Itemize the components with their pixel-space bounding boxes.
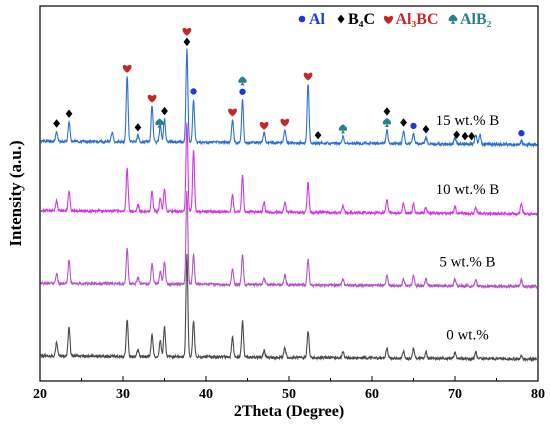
al-marker bbox=[190, 88, 197, 95]
series-line bbox=[40, 122, 538, 217]
al3bc-marker bbox=[122, 64, 132, 73]
b4c-marker bbox=[468, 131, 475, 141]
legend-label: AlB₂ bbox=[460, 11, 492, 28]
legend-label: Al₃BC bbox=[396, 11, 439, 28]
b4c-marker bbox=[383, 107, 391, 116]
alb2-marker-stem bbox=[157, 123, 162, 128]
x-tick-label: 40 bbox=[199, 387, 213, 402]
b4c-marker bbox=[422, 125, 430, 134]
alb2-marker bbox=[238, 76, 247, 83]
x-tick-label: 70 bbox=[448, 387, 462, 402]
series-group bbox=[40, 48, 538, 363]
b4c-marker bbox=[453, 130, 461, 139]
x-tick-label: 60 bbox=[365, 387, 379, 402]
b4c-marker bbox=[134, 123, 142, 132]
series-label: 0 wt.% bbox=[446, 327, 489, 343]
series-labels: 0 wt.% 5 wt.% B 10 wt.% B 15 wt.% B bbox=[436, 113, 500, 343]
alb2-marker-stem bbox=[240, 81, 245, 86]
series-label: 10 wt.% B bbox=[436, 182, 500, 198]
legend-label: B₄C bbox=[348, 11, 375, 28]
alb2-marker bbox=[382, 117, 392, 125]
x-tick-label: 30 bbox=[116, 387, 130, 402]
al-marker bbox=[518, 130, 525, 137]
al3bc-marker bbox=[182, 27, 192, 36]
b4c-marker bbox=[183, 37, 191, 47]
al3bc-marker bbox=[228, 108, 237, 117]
al-marker bbox=[298, 15, 306, 23]
legend: Al B₄C Al₃BC AlB₂ bbox=[298, 11, 492, 28]
x-axis-label: 2Theta (Degree) bbox=[234, 403, 344, 420]
b4c-marker bbox=[461, 131, 469, 141]
al3bc-marker bbox=[303, 72, 313, 81]
series-label: 5 wt.% B bbox=[439, 255, 495, 271]
alb2-marker-stem bbox=[384, 123, 389, 128]
alb2-marker-stem bbox=[340, 129, 345, 134]
series-line bbox=[40, 48, 538, 148]
alb2-marker bbox=[338, 124, 348, 131]
x-axis-ticks: 20 30 40 50 60 70 80 bbox=[33, 376, 545, 402]
x-tick-label: 50 bbox=[282, 387, 296, 402]
alb2-marker-stem bbox=[450, 19, 456, 24]
legend-label: Al bbox=[309, 11, 326, 28]
series-line bbox=[40, 190, 538, 290]
al3bc-marker bbox=[280, 118, 290, 127]
b4c-marker bbox=[337, 14, 345, 24]
b4c-marker bbox=[65, 109, 73, 118]
al3bc-marker bbox=[147, 94, 157, 103]
peak-markers bbox=[53, 27, 525, 141]
b4c-marker bbox=[161, 106, 168, 116]
al-marker bbox=[239, 88, 246, 95]
x-tick-label: 80 bbox=[531, 387, 545, 402]
alb2-marker bbox=[448, 14, 458, 22]
b4c-marker bbox=[314, 130, 322, 140]
al-marker bbox=[410, 122, 417, 130]
alb2-marker bbox=[155, 118, 164, 126]
series-line bbox=[40, 253, 538, 363]
y-axis-label: Intensity (a.u.) bbox=[6, 140, 25, 246]
x-tick-label: 20 bbox=[33, 387, 47, 402]
series-label: 15 wt.% B bbox=[436, 113, 500, 129]
b4c-marker bbox=[400, 118, 407, 127]
al3bc-marker bbox=[259, 121, 269, 130]
b4c-marker bbox=[53, 119, 60, 128]
al3bc-marker bbox=[383, 15, 394, 25]
